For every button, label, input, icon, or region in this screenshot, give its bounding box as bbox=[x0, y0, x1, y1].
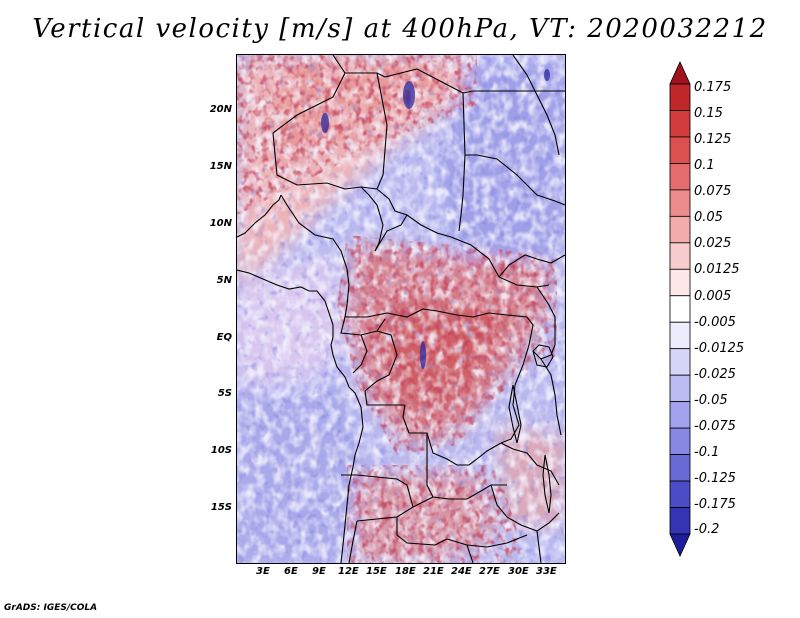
colorbar-label: -0.05 bbox=[694, 393, 728, 408]
lon-label-24e: 24E bbox=[451, 566, 472, 577]
colorbar-segment bbox=[669, 480, 691, 508]
lon-label-6e: 6E bbox=[284, 566, 298, 577]
colorbar-segment bbox=[669, 189, 691, 217]
map-canvas bbox=[237, 55, 565, 563]
lat-label-eq: EQ bbox=[216, 332, 232, 343]
map-title: Vertical velocity [m/s] at 400hPa, VT: 2… bbox=[32, 14, 768, 44]
lon-label-30e: 30E bbox=[508, 566, 529, 577]
colorbar-segment bbox=[669, 295, 691, 323]
colorbar-segment bbox=[669, 268, 691, 297]
colorbar-label: -0.2 bbox=[694, 522, 720, 537]
colorbar-label: -0.005 bbox=[694, 315, 736, 330]
colorbar-segment bbox=[669, 215, 691, 244]
colorbar-segment bbox=[669, 427, 691, 455]
colorbar-label: -0.025 bbox=[694, 367, 736, 382]
lat-label-10s: 10S bbox=[210, 445, 232, 456]
colorbar-segment bbox=[669, 321, 691, 350]
colorbar-segment bbox=[669, 242, 691, 270]
colorbar-label: 0.125 bbox=[694, 132, 732, 147]
colorbar-label: -0.075 bbox=[694, 419, 736, 434]
lon-label-18e: 18E bbox=[395, 566, 416, 577]
map-panel bbox=[236, 54, 566, 564]
strong-descent-cells bbox=[321, 69, 550, 369]
lat-label-20n: 20N bbox=[209, 104, 232, 115]
lon-label-9e: 9E bbox=[312, 566, 326, 577]
lon-label-15e: 15E bbox=[366, 566, 387, 577]
colorbar-segment bbox=[669, 163, 691, 191]
colorbar-segments bbox=[669, 61, 691, 557]
colorbar-label: -0.1 bbox=[694, 445, 720, 460]
colorbar-segment bbox=[669, 110, 691, 138]
colorbar-segment bbox=[669, 374, 691, 403]
colorbar-segment bbox=[669, 401, 691, 429]
colorbar-label: 0.1 bbox=[694, 158, 715, 173]
colorbar-label: -0.125 bbox=[694, 471, 736, 486]
colorbar-label: 0.175 bbox=[694, 80, 732, 95]
colorbar-label: -0.0125 bbox=[694, 341, 745, 356]
lat-label-15s: 15S bbox=[210, 502, 232, 513]
lon-label-3e: 3E bbox=[256, 566, 270, 577]
colorbar-segment bbox=[669, 454, 691, 482]
colorbar-label: 0.05 bbox=[694, 210, 723, 225]
lat-label-5n: 5N bbox=[216, 275, 232, 286]
colorbar-segment bbox=[669, 61, 691, 85]
colorbar bbox=[669, 61, 691, 557]
lat-label-15n: 15N bbox=[209, 161, 232, 172]
lat-label-10n: 10N bbox=[209, 218, 232, 229]
colorbar-segment bbox=[669, 348, 691, 376]
lon-label-21e: 21E bbox=[423, 566, 444, 577]
coastlines-borders bbox=[237, 55, 565, 563]
colorbar-label: 0.075 bbox=[694, 184, 732, 199]
colorbar-segment bbox=[669, 136, 691, 164]
colorbar-segment bbox=[669, 83, 691, 111]
colorbar-label: 0.025 bbox=[694, 236, 732, 251]
colorbar-segment bbox=[669, 533, 691, 557]
lon-label-27e: 27E bbox=[479, 566, 500, 577]
colorbar-label: 0.0125 bbox=[694, 262, 740, 277]
credit-text: GrADS: IGES/COLA bbox=[4, 603, 98, 613]
lat-label-5s: 5S bbox=[217, 388, 232, 399]
colorbar-label: 0.005 bbox=[694, 289, 732, 304]
colorbar-segment bbox=[669, 507, 691, 535]
lon-label-33e: 33E bbox=[536, 566, 557, 577]
lon-label-12e: 12E bbox=[338, 566, 359, 577]
colorbar-label: -0.175 bbox=[694, 497, 736, 512]
colorbar-label: 0.15 bbox=[694, 106, 723, 121]
